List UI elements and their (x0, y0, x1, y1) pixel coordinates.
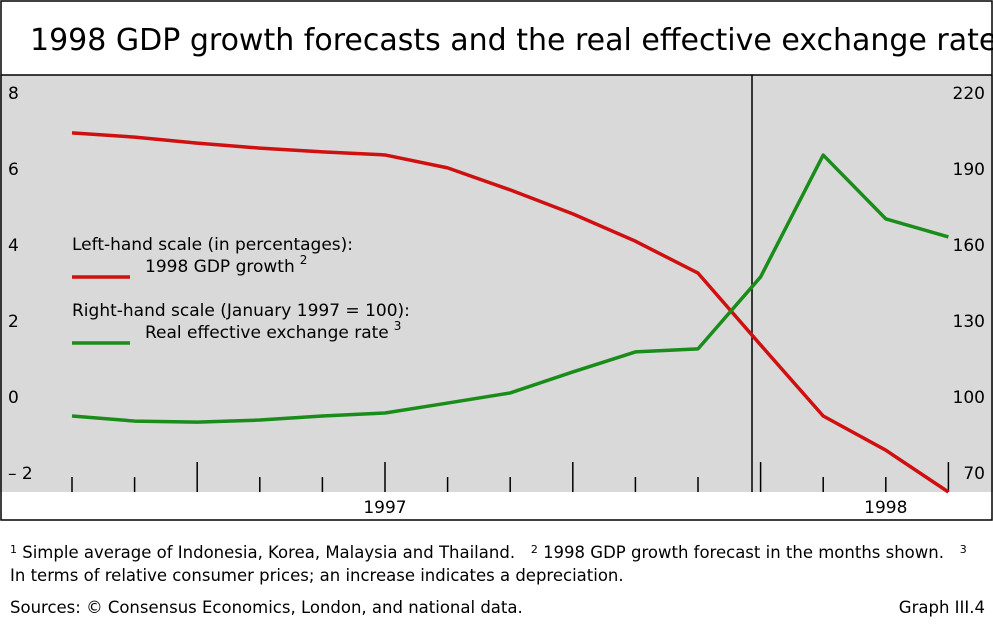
y-tick-label: 6 (8, 160, 19, 180)
footnotes: 1 Simple average of Indonesia, Korea, Ma… (10, 538, 985, 587)
footnote-mark: 1 (10, 543, 17, 556)
footnote: Simple average of Indonesia, Korea, Mala… (22, 543, 516, 562)
y-tick-label: – 2 (8, 464, 33, 484)
x-tick-label: 1997 (363, 498, 406, 518)
y-tick-label: 2 (8, 312, 19, 332)
footnote: 1998 GDP growth forecast in the months s… (543, 543, 944, 562)
sources: Sources: © Consensus Economics, London, … (10, 598, 523, 617)
frame (0, 0, 993, 521)
legend-note: 3 (394, 319, 402, 333)
y2-tick-label: 130 (953, 312, 985, 332)
chart: 1998 GDP growth forecasts and the real e… (0, 0, 993, 521)
footnote-mark: 3 (959, 543, 967, 556)
legend-label: Real effective exchange rate (145, 323, 389, 343)
footer: Sources: © Consensus Economics, London, … (10, 598, 985, 617)
title-text: 1998 GDP growth forecasts and the real e… (30, 23, 993, 58)
y2-tick-label: 220 (953, 84, 985, 104)
y2-tick-label: 160 (953, 236, 985, 256)
footnote: In terms of relative consumer prices; an… (10, 566, 624, 585)
graph-id: Graph III.4 (898, 598, 985, 617)
series-line (71, 153, 949, 424)
legend-group: Left-hand scale (in percentages): (72, 235, 353, 255)
y-tick-label: 4 (8, 236, 19, 256)
footnote-mark: 2 (530, 543, 538, 556)
legend-label: 1998 GDP growth (145, 257, 295, 277)
x-tick-label: 1998 (864, 498, 907, 518)
series-line (71, 131, 950, 494)
y-tick-label: 0 (8, 388, 19, 408)
chart-title: 1998 GDP growth forecasts and the real e… (30, 22, 993, 58)
y2-tick-label: 190 (953, 160, 985, 180)
legend-entry: 1998 GDP growth 2 (145, 253, 307, 277)
y2-tick-label: 100 (953, 388, 985, 408)
legend-group: Right-hand scale (January 1997 = 100): (72, 301, 410, 321)
y-tick-label: 8 (8, 84, 19, 104)
legend-entry: Real effective exchange rate 3 (145, 319, 401, 343)
y2-tick-label: 70 (963, 464, 985, 484)
legend-note: 2 (300, 253, 308, 267)
